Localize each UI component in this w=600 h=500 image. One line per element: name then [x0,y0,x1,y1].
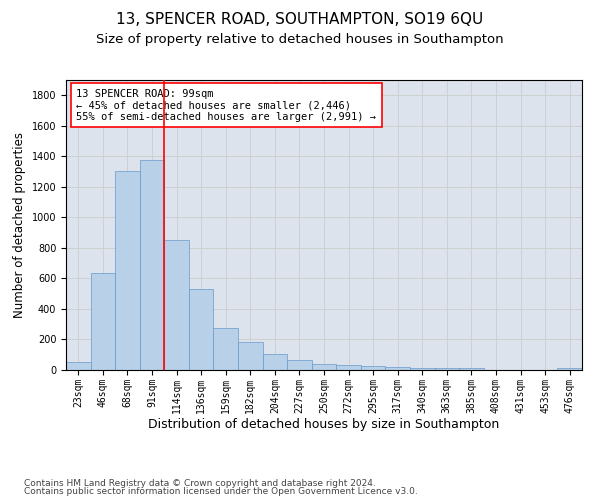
Text: Size of property relative to detached houses in Southampton: Size of property relative to detached ho… [96,32,504,46]
Bar [66,362,91,370]
Bar [336,364,361,370]
Bar [385,367,410,370]
Bar [140,160,164,370]
Text: Contains public sector information licensed under the Open Government Licence v3: Contains public sector information licen… [24,487,418,496]
Bar [312,364,336,370]
Bar [164,240,189,370]
Bar [115,171,140,370]
Text: 13, SPENCER ROAD, SOUTHAMPTON, SO19 6QU: 13, SPENCER ROAD, SOUTHAMPTON, SO19 6QU [116,12,484,28]
Text: 13 SPENCER ROAD: 99sqm
← 45% of detached houses are smaller (2,446)
55% of semi-: 13 SPENCER ROAD: 99sqm ← 45% of detached… [76,88,376,122]
Bar [459,368,484,370]
Bar [361,366,385,370]
Bar [434,368,459,370]
Bar [91,273,115,370]
Bar [557,368,582,370]
Text: Contains HM Land Registry data © Crown copyright and database right 2024.: Contains HM Land Registry data © Crown c… [24,478,376,488]
Y-axis label: Number of detached properties: Number of detached properties [13,132,26,318]
Bar [410,368,434,370]
X-axis label: Distribution of detached houses by size in Southampton: Distribution of detached houses by size … [148,418,500,432]
Bar [238,342,263,370]
Bar [189,289,214,370]
Bar [214,328,238,370]
Bar [287,360,312,370]
Bar [263,354,287,370]
